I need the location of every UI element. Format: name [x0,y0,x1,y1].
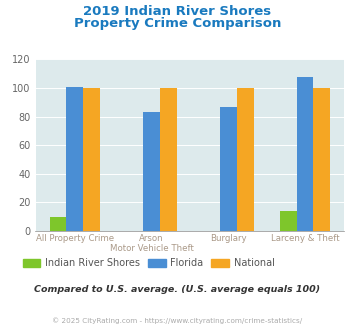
Bar [220,107,237,231]
Bar [237,88,253,231]
Bar [280,211,296,231]
Bar [313,88,330,231]
Text: Compared to U.S. average. (U.S. average equals 100): Compared to U.S. average. (U.S. average … [34,285,321,294]
Bar [83,88,100,231]
Bar [66,86,83,231]
Text: 2019 Indian River Shores: 2019 Indian River Shores [83,5,272,18]
Text: © 2025 CityRating.com - https://www.cityrating.com/crime-statistics/: © 2025 CityRating.com - https://www.city… [53,317,302,324]
Legend: Indian River Shores, Florida, National: Indian River Shores, Florida, National [19,254,278,272]
Bar [50,217,66,231]
Bar [143,112,160,231]
Text: Property Crime Comparison: Property Crime Comparison [74,16,281,29]
Bar [296,77,313,231]
Bar [160,88,177,231]
